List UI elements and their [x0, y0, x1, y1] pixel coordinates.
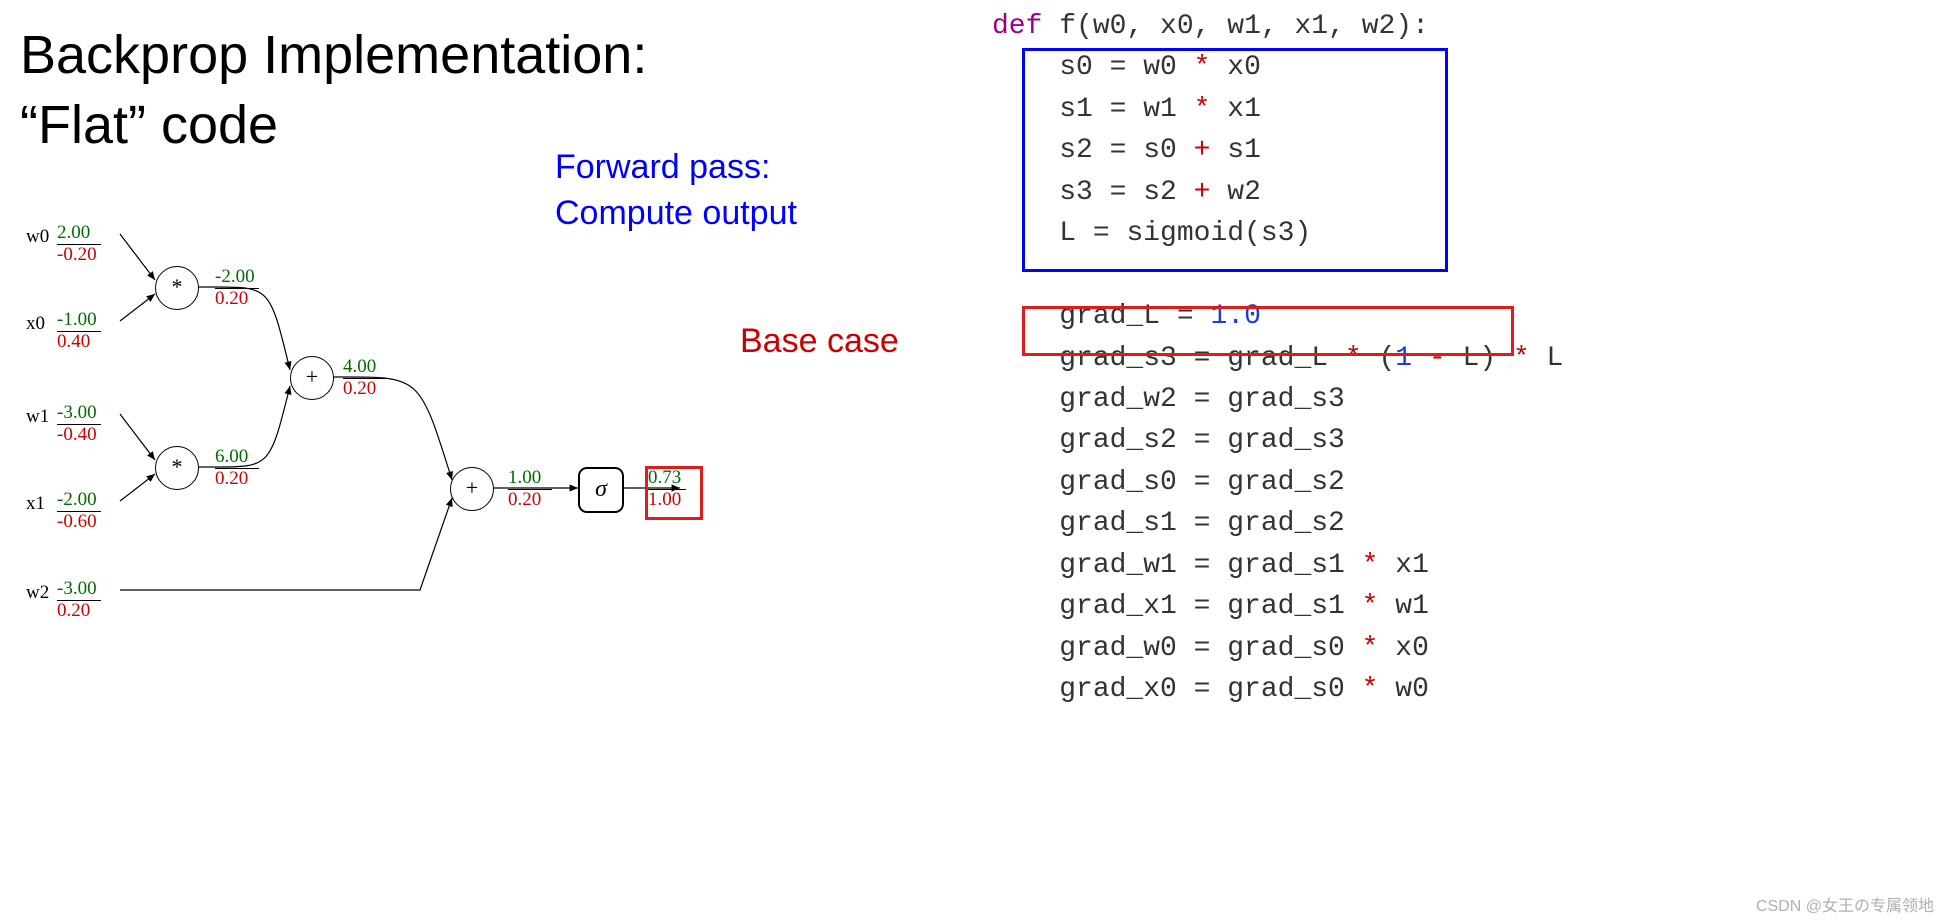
title-line1: Backprop Implementation:	[20, 25, 647, 85]
input-forward-x0: -1.00	[57, 309, 101, 332]
edge-2	[120, 414, 155, 460]
input-grad-w2: 0.20	[57, 600, 101, 622]
edge-forward-1: 6.00	[215, 446, 259, 469]
input-forward-w2: -3.00	[57, 578, 101, 601]
edge-grad-2: 0.20	[343, 378, 387, 400]
input-grad-w1: -0.40	[57, 424, 101, 446]
watermark: CSDN @女王の专属领地	[1756, 892, 1934, 916]
input-grad-w0: -0.20	[57, 244, 101, 266]
op-node-2: +	[290, 356, 334, 400]
edge-grad-1: 0.20	[215, 468, 259, 490]
base-case-label: Base case	[740, 322, 899, 361]
edge-forward-2: 4.00	[343, 356, 387, 379]
output-grad: 1.00	[648, 489, 692, 511]
input-grad-x1: -0.60	[57, 511, 101, 533]
op-node-3: +	[450, 467, 494, 511]
edge-forward-3: 1.00	[508, 467, 552, 490]
input-forward-x1: -2.00	[57, 489, 101, 512]
slide-title: Backprop Implementation: “Flat” code	[20, 20, 647, 160]
edge-3	[120, 474, 155, 501]
edge-0	[120, 234, 155, 280]
edge-forward-0: -2.00	[215, 266, 259, 289]
input-label-x0: x0	[26, 313, 45, 335]
input-label-w1: w1	[26, 406, 49, 428]
title-line2: “Flat” code	[20, 95, 278, 155]
sigma-node: σ	[578, 467, 624, 513]
computation-graph: w02.00-0.20x0-1.000.40w1-3.00-0.40x1-2.0…	[20, 210, 740, 630]
input-grad-x0: 0.40	[57, 331, 101, 353]
input-label-x1: x1	[26, 493, 45, 515]
input-forward-w1: -3.00	[57, 402, 101, 425]
op-node-1: *	[155, 446, 199, 490]
input-label-w0: w0	[26, 226, 49, 248]
input-label-w2: w2	[26, 582, 49, 604]
edge-1	[120, 294, 155, 321]
input-forward-w0: 2.00	[57, 222, 101, 245]
forward-line1: Forward pass:	[555, 148, 770, 186]
output-forward: 0.73	[648, 467, 686, 490]
graph-edges	[20, 210, 740, 630]
op-node-0: *	[155, 266, 199, 310]
edge-grad-0: 0.20	[215, 288, 259, 310]
edge-7	[120, 498, 452, 590]
base-case-text: Base case	[740, 322, 899, 360]
edge-grad-3: 0.20	[508, 489, 552, 511]
code-block: def f(w0, x0, w1, x1, w2): s0 = w0 * x0 …	[992, 6, 1563, 710]
